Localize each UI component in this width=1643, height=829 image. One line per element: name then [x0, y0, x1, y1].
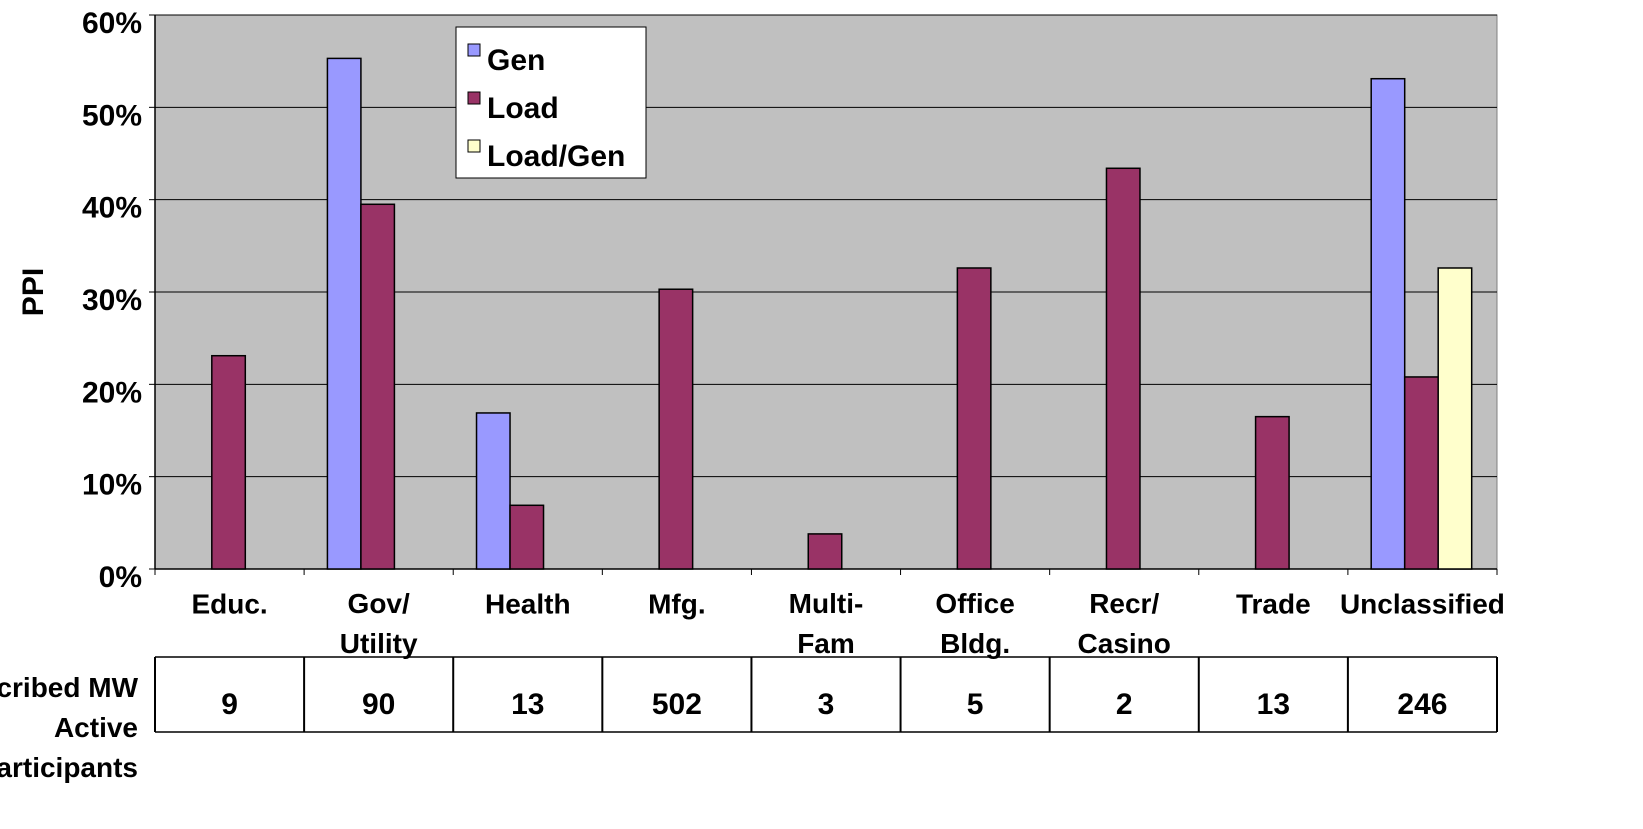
x-tick-label: Multi-Fam — [789, 588, 864, 659]
table-value: 5 — [967, 688, 984, 721]
bar — [1254, 415, 1290, 570]
table-value: 3 — [818, 688, 835, 721]
bar — [1403, 376, 1439, 570]
x-tick-label: Gov/Utility — [340, 588, 418, 659]
y-tick-label: 0% — [99, 561, 142, 594]
bar — [211, 354, 247, 570]
y-tick-label: 20% — [82, 376, 142, 409]
bar — [326, 57, 362, 570]
x-tick-label: Unclassified — [1340, 588, 1505, 619]
x-tick-label: Educ. — [191, 588, 267, 619]
bar — [1370, 77, 1406, 570]
bar — [807, 533, 843, 570]
x-tick-label: Office Bldg. — [935, 588, 1014, 659]
table-value: 502 — [652, 688, 702, 721]
legend-swatch — [467, 139, 481, 153]
y-tick-label: 40% — [82, 192, 142, 225]
y-tick-label: 10% — [82, 469, 142, 502]
x-tick-label: Mfg. — [648, 588, 706, 619]
bar — [509, 504, 545, 570]
y-tick-label: 30% — [82, 284, 142, 317]
table-value: 9 — [221, 688, 238, 721]
bar — [956, 267, 992, 570]
table-value: 13 — [1257, 688, 1290, 721]
legend-label: Load/Gen — [487, 140, 625, 173]
legend-label: Gen — [487, 44, 545, 77]
bar — [360, 203, 396, 570]
table-value: 2 — [1116, 688, 1133, 721]
legend-swatch — [467, 91, 481, 105]
y-tick-label: 60% — [82, 7, 142, 40]
x-tick-label: Trade — [1236, 588, 1311, 619]
bar — [475, 412, 511, 570]
legend-swatch — [467, 43, 481, 57]
table-label: Subscribed MWActiveParticipants — [0, 672, 139, 783]
bar — [1437, 267, 1473, 570]
y-axis-label: PPI — [17, 268, 50, 316]
legend-label: Load — [487, 92, 559, 125]
x-tick-label: Health — [485, 588, 571, 619]
table-value: 90 — [362, 688, 395, 721]
bar — [658, 288, 694, 570]
bar — [1105, 167, 1141, 570]
legend-box — [455, 26, 647, 179]
table-value: 246 — [1397, 688, 1447, 721]
x-tick-label: Recr/Casino — [1078, 588, 1171, 659]
y-tick-label: 50% — [82, 99, 142, 132]
table-value: 13 — [511, 688, 544, 721]
